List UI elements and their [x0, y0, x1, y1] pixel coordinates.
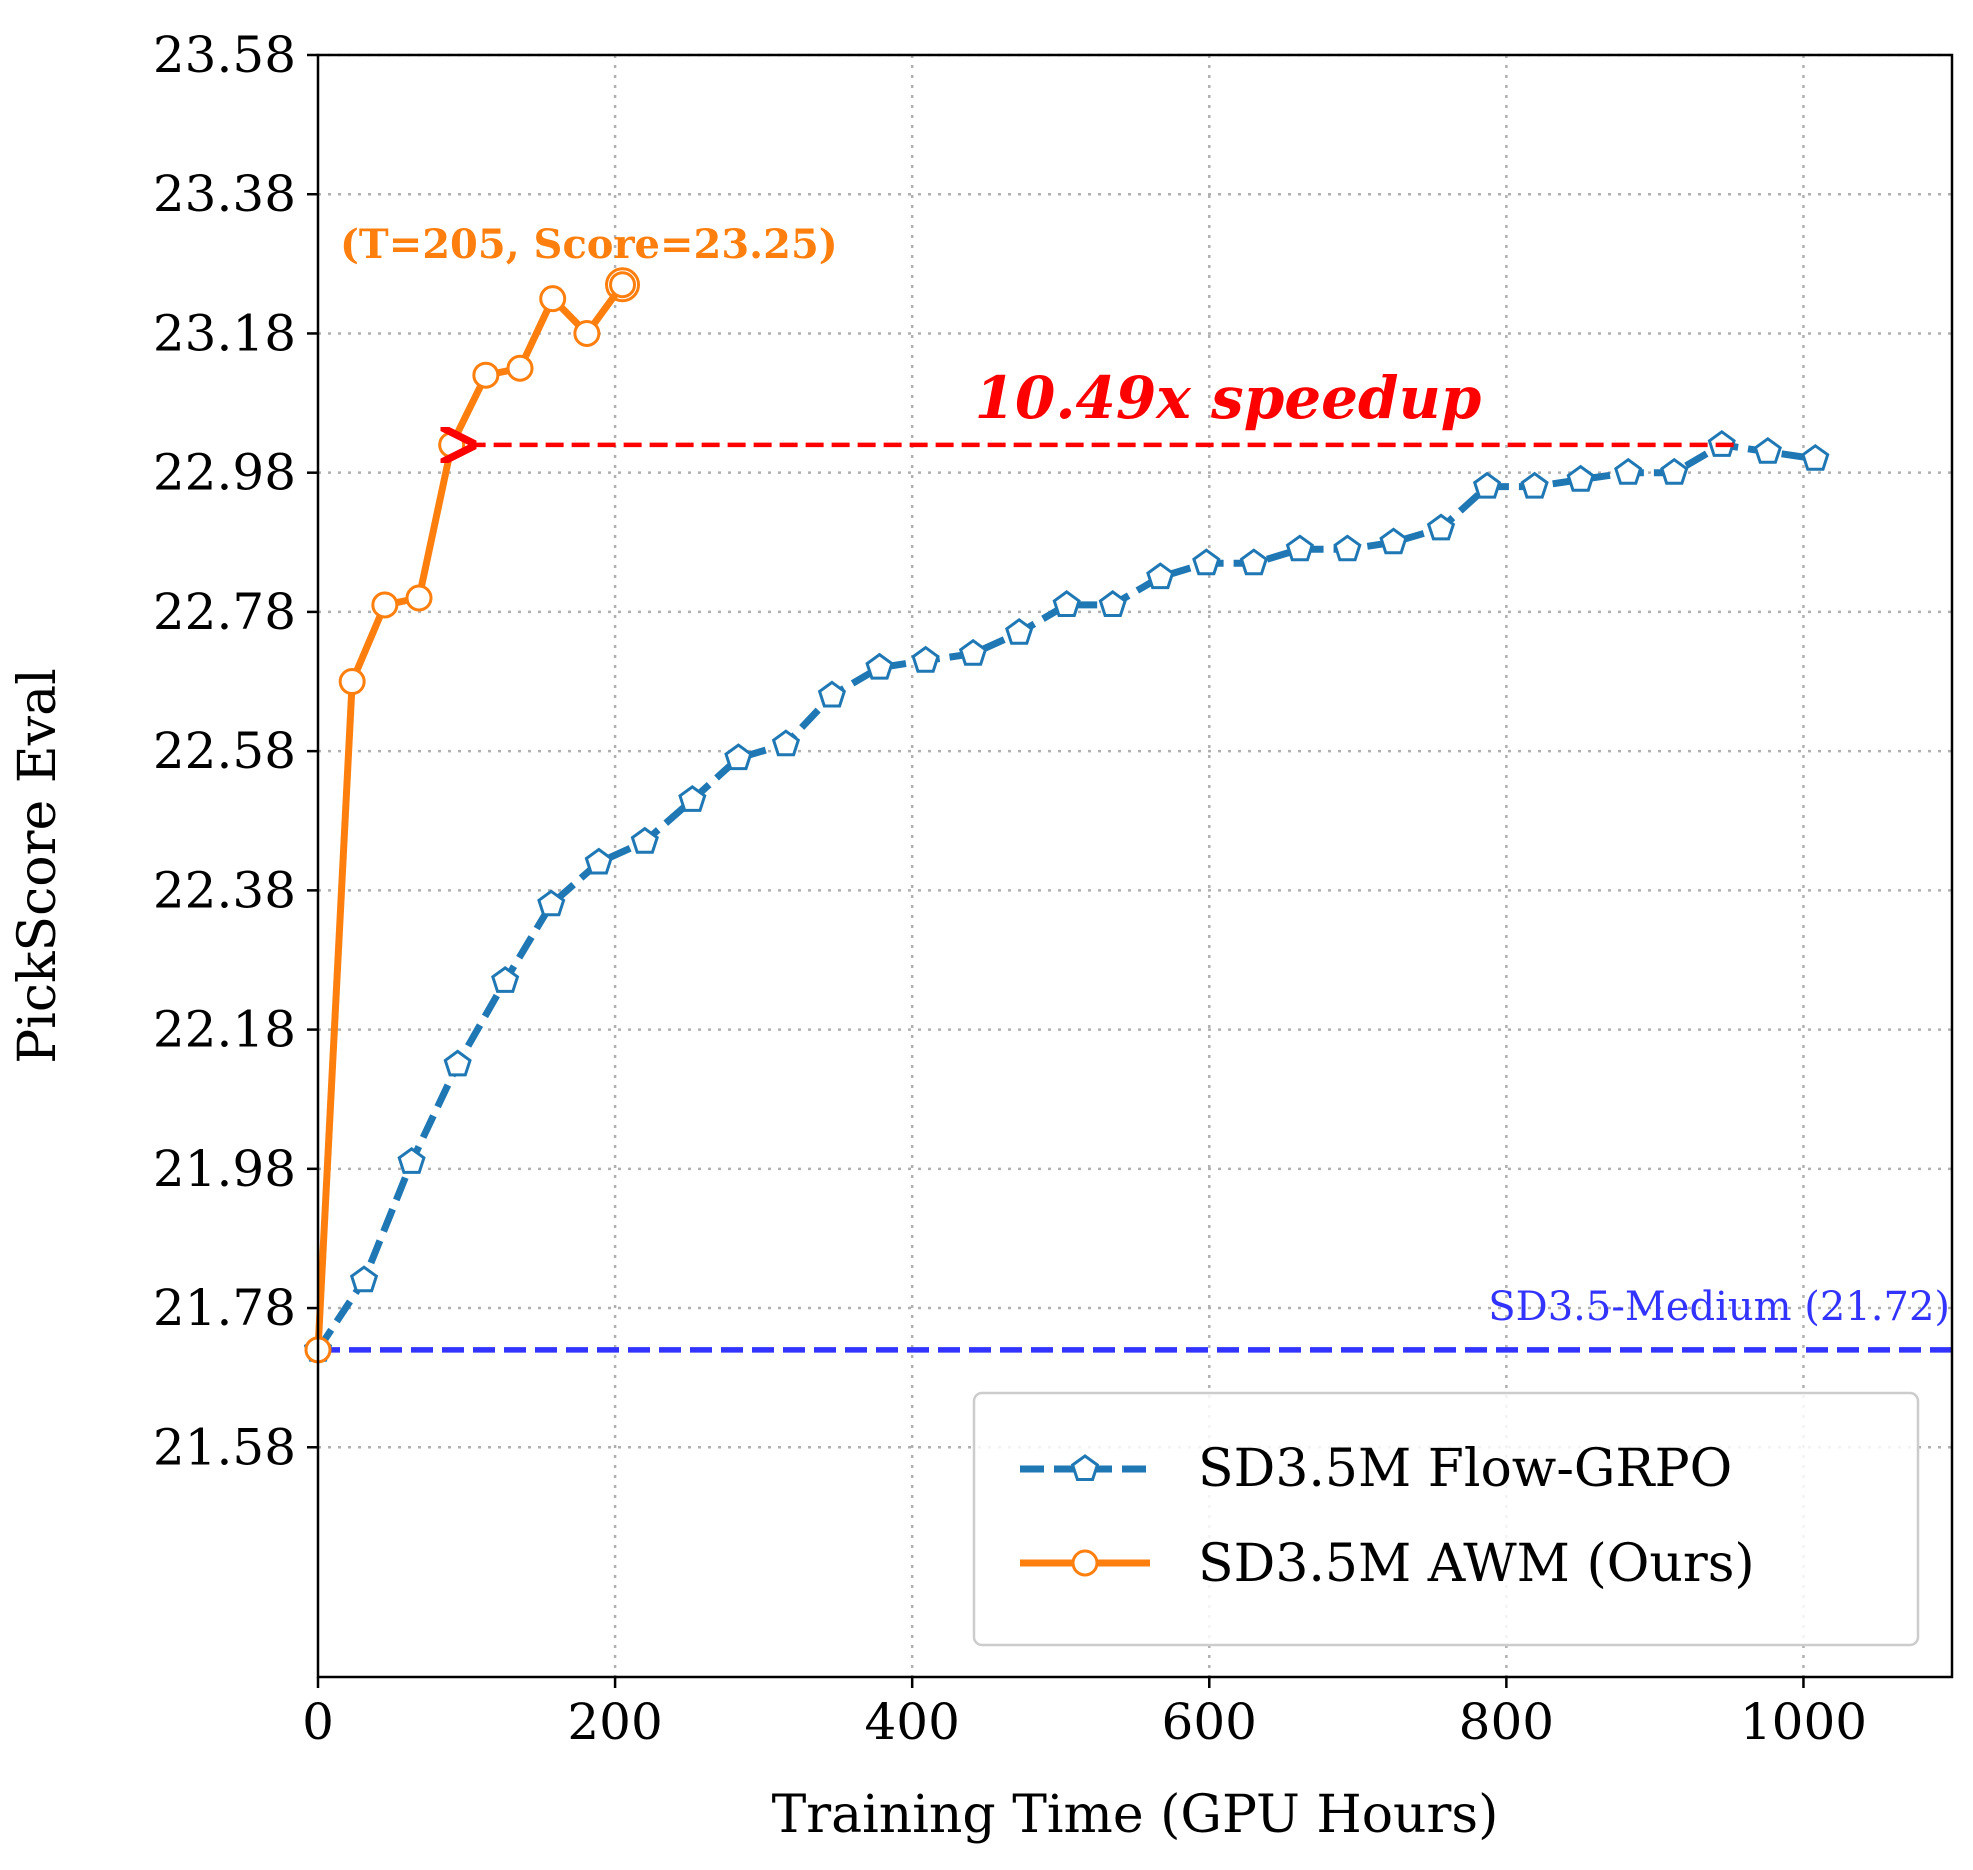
data-point-flow-grpo: [771, 729, 801, 757]
y-tick-label: 22.18: [153, 1001, 296, 1059]
ticks: 21.58 21.78 21.98 22.18 22.38 22.58 22.78 22.98…: [153, 26, 1867, 1751]
data-point-flow-grpo: [1239, 548, 1268, 576]
data-point-awm: [573, 319, 601, 347]
x-axis-title: Training Time (GPU Hours): [772, 1785, 1499, 1845]
y-tick-label: 21.98: [153, 1140, 296, 1198]
data-point-flow-grpo: [630, 826, 659, 854]
legend-marker-awm: [1071, 1549, 1099, 1577]
data-point-flow-grpo: [1426, 513, 1456, 541]
data-point-awm: [506, 354, 534, 382]
data-point-flow-grpo: [491, 966, 520, 993]
data-point-awm: [438, 431, 466, 459]
x-tick-label: 600: [1162, 1693, 1257, 1751]
y-tick-label: 23.58: [153, 26, 296, 84]
data-point-flow-grpo: [1566, 464, 1595, 492]
data-point-flow-grpo: [1660, 457, 1689, 485]
data-point-flow-grpo: [1333, 534, 1362, 562]
data-point-flow-grpo: [817, 680, 847, 708]
x-tick-label: 0: [302, 1693, 334, 1751]
data-point-flow-grpo: [443, 1049, 472, 1077]
data-point-awm: [539, 285, 567, 313]
legend-label-flow-grpo: SD3.5M Flow-GRPO: [1198, 1439, 1732, 1499]
y-tick-label: 22.58: [153, 722, 296, 780]
x-tick-label: 1000: [1740, 1693, 1867, 1751]
data-point-flow-grpo: [911, 645, 940, 673]
legend: SD3.5M Flow-GRPO SD3.5M AWM (Ours): [972, 1391, 1920, 1647]
data-point-awm: [405, 584, 433, 612]
x-tick-label: 800: [1459, 1693, 1554, 1751]
data-point-awm: [338, 668, 366, 696]
speedup-annotation: 10.49x speedup: [975, 364, 1482, 432]
data-point-flow-grpo: [1472, 471, 1502, 499]
y-tick-label: 22.78: [153, 583, 296, 641]
y-tick-label: 23.18: [153, 304, 296, 362]
legend-label-awm: SD3.5M AWM (Ours): [1198, 1534, 1755, 1594]
series-line-1: [314, 282, 626, 1350]
data-point-flow-grpo: [1005, 617, 1034, 645]
data-point-awm: [472, 361, 500, 389]
y-tick-label: 21.58: [153, 1418, 296, 1476]
plot-frame: [316, 53, 1954, 1679]
data-point-flow-grpo: [1192, 548, 1221, 576]
data-point-flow-grpo: [1098, 590, 1127, 617]
data-point-flow-grpo: [397, 1147, 426, 1174]
data-point-flow-grpo: [1379, 527, 1408, 555]
legend-marker-flow-grpo: [1070, 1454, 1100, 1481]
y-tick-label: 22.38: [153, 861, 296, 919]
data-point-awm: [609, 271, 637, 299]
data-point-flow-grpo: [584, 847, 613, 875]
y-tick-label: 21.78: [153, 1279, 296, 1337]
baseline-label: SD3.5-Medium (21.72): [1488, 1284, 1950, 1330]
data-point-flow-grpo: [1614, 457, 1643, 485]
data-point-flow-grpo: [1801, 443, 1830, 471]
data-point-awm: [371, 591, 399, 619]
x-tick-label: 400: [864, 1693, 959, 1751]
series-layer: [303, 271, 1952, 1364]
data-point-flow-grpo: [865, 652, 894, 680]
annotation-layer: [471, 267, 1734, 445]
y-axis-title: PickScore Eval: [8, 668, 68, 1063]
data-point-flow-grpo: [724, 743, 753, 771]
series-line-0: [315, 441, 1816, 1352]
peak-highlight-ring: [605, 267, 641, 303]
data-point-flow-grpo: [1285, 534, 1314, 562]
data-point-flow-grpo: [1146, 562, 1175, 590]
y-tick-label: 22.98: [153, 444, 296, 502]
data-point-flow-grpo: [678, 785, 707, 812]
peak-annotation: (T=205, Score=23.25): [340, 221, 838, 268]
data-point-flow-grpo: [958, 638, 988, 666]
data-point-flow-grpo: [537, 889, 566, 917]
legend-frame: [972, 1391, 1920, 1647]
data-point-flow-grpo: [349, 1265, 379, 1293]
data-point-flow-grpo: [1520, 471, 1549, 499]
legend-swatch-flow-grpo: [1020, 1454, 1150, 1481]
legend-swatch-awm: [1020, 1549, 1150, 1577]
y-tick-label: 23.38: [153, 165, 296, 223]
x-tick-label: 200: [567, 1693, 662, 1751]
data-point-flow-grpo: [1753, 436, 1782, 464]
data-point-flow-grpo: [1052, 590, 1081, 617]
